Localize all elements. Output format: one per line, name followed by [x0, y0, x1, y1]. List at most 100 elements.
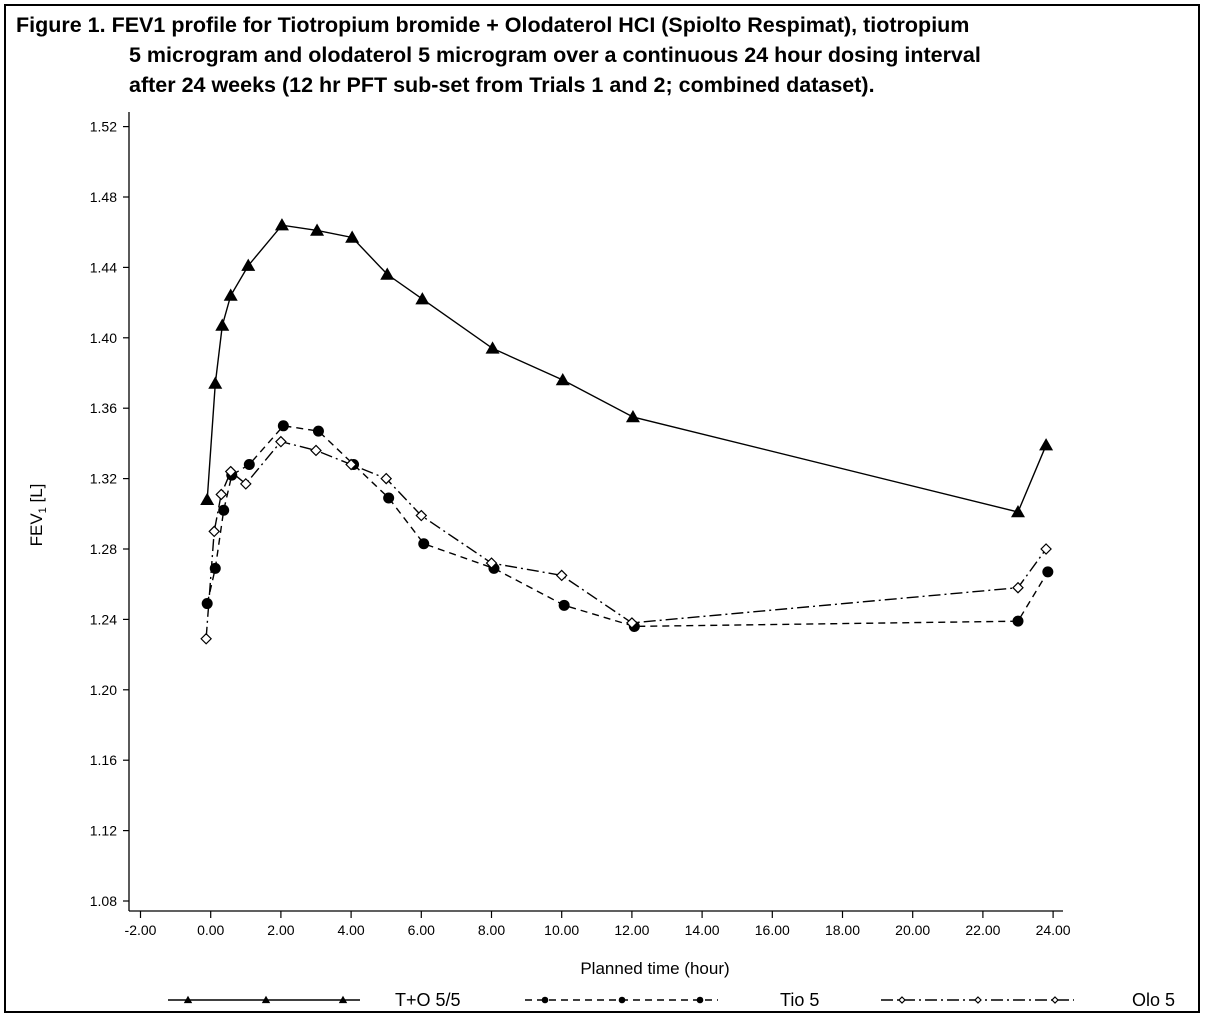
- x-tick-label: 0.00: [197, 922, 224, 938]
- chart-legend: T+O 5/5 Tio 5 Olo 5: [168, 990, 1175, 1010]
- legend-label: T+O 5/5: [395, 990, 461, 1010]
- series-line: [206, 224, 1047, 513]
- x-tick-label: 2.00: [267, 922, 294, 938]
- x-axis-label: Planned time (hour): [580, 959, 729, 978]
- x-tick-label: 4.00: [337, 922, 364, 938]
- x-tick-label: 16.00: [755, 922, 790, 938]
- data-point: [626, 617, 638, 629]
- data-point: [1039, 438, 1054, 451]
- data-point: [485, 341, 500, 354]
- data-point: [1042, 566, 1054, 578]
- x-tick-label: 18.00: [825, 922, 860, 938]
- data-point: [200, 492, 215, 505]
- y-tick-label: 1.40: [90, 330, 117, 346]
- x-tick-label: 22.00: [965, 922, 1000, 938]
- data-point: [558, 599, 570, 611]
- y-tick-label: 1.28: [90, 541, 117, 557]
- data-point: [215, 318, 230, 331]
- title-line-3: after 24 weeks (12 hr PFT sub-set from T…: [129, 73, 875, 97]
- y-tick-label: 1.36: [90, 400, 117, 416]
- data-point: [241, 258, 256, 271]
- y-axis-label-sub: 1: [37, 507, 49, 513]
- y-tick-label: 1.16: [90, 752, 117, 768]
- y-tick-label: 1.24: [90, 611, 117, 627]
- y-tick-label: 1.52: [90, 119, 117, 135]
- x-tick-label: 24.00: [1036, 922, 1071, 938]
- series-0: [200, 218, 1054, 518]
- legend-marker: [974, 996, 982, 1004]
- y-tick-label: 1.48: [90, 189, 117, 205]
- x-tick-label: 14.00: [685, 922, 720, 938]
- data-point: [310, 223, 325, 236]
- data-point: [275, 435, 287, 448]
- data-point: [310, 444, 322, 457]
- series-line: [205, 440, 1047, 639]
- data-point: [415, 509, 428, 522]
- data-point: [625, 410, 640, 423]
- x-tick-label: -2.00: [125, 922, 157, 938]
- y-tick-label: 1.08: [90, 893, 117, 909]
- legend-entry-0: T+O 5/5: [168, 990, 461, 1010]
- data-point: [418, 538, 430, 550]
- y-tick-label: 1.20: [90, 682, 117, 698]
- data-point: [239, 478, 252, 490]
- data-point: [415, 292, 430, 305]
- data-point: [345, 230, 360, 243]
- y-tick-label: 1.32: [90, 471, 117, 487]
- title-line-2: 5 microgram and olodaterol 5 microgram o…: [129, 43, 981, 67]
- data-point: [1012, 581, 1024, 594]
- legend-label: Tio 5: [780, 990, 819, 1010]
- data-point: [555, 569, 568, 582]
- data-point: [380, 267, 395, 280]
- data-point: [312, 425, 324, 437]
- legend-marker: [261, 995, 271, 1004]
- series-line: [206, 425, 1049, 628]
- data-point: [209, 562, 221, 574]
- legend-entry-2: Olo 5: [881, 990, 1175, 1010]
- legend-label: Olo 5: [1132, 990, 1175, 1010]
- data-point: [383, 492, 395, 504]
- figure-frame: [4, 4, 1200, 1013]
- chart-series: [200, 218, 1054, 645]
- data-point: [345, 458, 357, 471]
- legend-marker: [898, 996, 906, 1004]
- series-2: [200, 435, 1052, 645]
- legend-marker: [338, 995, 348, 1004]
- legend-marker: [183, 995, 193, 1004]
- y-axis-label-main: FEV: [27, 513, 46, 547]
- y-tick-label: 1.12: [90, 823, 117, 839]
- data-point: [208, 525, 221, 538]
- x-tick-label: 8.00: [478, 922, 505, 938]
- y-tick-label: 1.44: [90, 259, 117, 275]
- x-tick-label: 6.00: [408, 922, 435, 938]
- x-tick-label: 10.00: [544, 922, 579, 938]
- data-point: [1040, 543, 1052, 555]
- data-point: [201, 598, 213, 610]
- legend-marker: [618, 996, 626, 1004]
- data-point: [215, 488, 228, 501]
- data-point: [1011, 505, 1025, 518]
- y-axis-label: FEV1 [L]: [27, 484, 49, 547]
- data-point: [277, 420, 289, 432]
- legend-marker: [541, 996, 549, 1004]
- data-point: [223, 288, 238, 301]
- x-tick-label: 12.00: [614, 922, 649, 938]
- data-point: [1012, 615, 1024, 627]
- figure-title: Figure 1. FEV1 profile for Tiotropium br…: [16, 10, 1186, 100]
- data-point: [274, 218, 289, 231]
- legend-marker: [1051, 996, 1059, 1004]
- data-point: [200, 632, 212, 645]
- data-point: [485, 557, 498, 569]
- data-point: [218, 504, 230, 516]
- data-point: [380, 472, 393, 485]
- data-point: [224, 465, 237, 478]
- data-point: [555, 373, 570, 386]
- chart-axes: 1.08 1.12 1.16 1.20 1.24 1.28 1.32 1.36 1.40 1.44…: [90, 112, 1071, 938]
- data-point: [208, 376, 223, 389]
- legend-entry-1: Tio 5: [525, 990, 819, 1010]
- title-line-1: Figure 1. FEV1 profile for Tiotropium br…: [16, 13, 970, 37]
- x-tick-label: 20.00: [895, 922, 930, 938]
- data-point: [243, 459, 255, 471]
- series-1: [201, 420, 1054, 632]
